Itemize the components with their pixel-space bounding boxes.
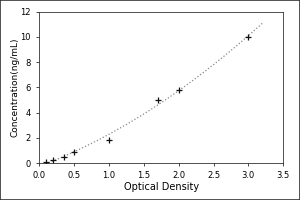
X-axis label: Optical Density: Optical Density (124, 182, 199, 192)
Y-axis label: Concentration(ng/mL): Concentration(ng/mL) (10, 38, 19, 137)
